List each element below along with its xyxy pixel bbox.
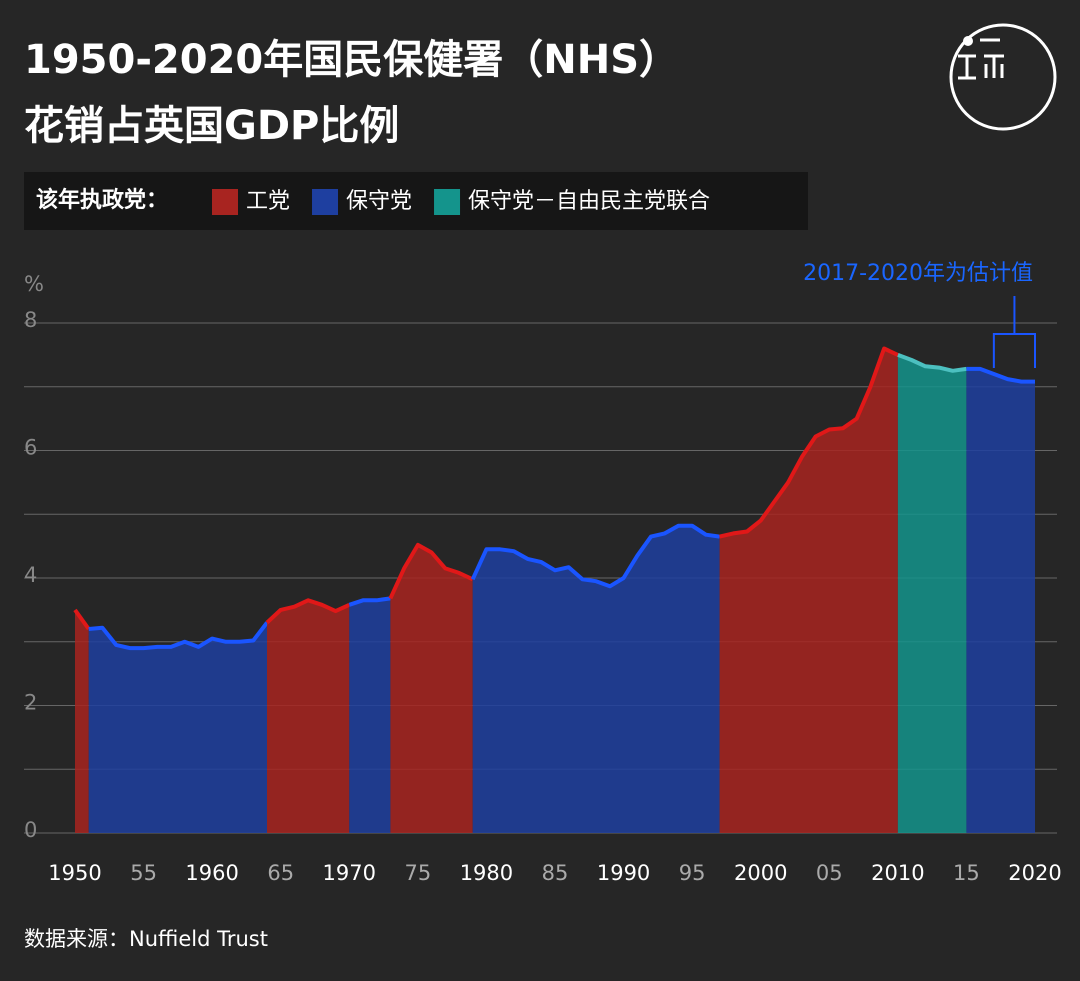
x-tick-label: 95 bbox=[679, 861, 706, 885]
y-tick-label: 6 bbox=[24, 436, 37, 460]
annotation: 2017-2020年为估计值 bbox=[803, 261, 1033, 286]
area bbox=[897, 354, 967, 833]
x-tick-label: 75 bbox=[404, 861, 431, 885]
area bbox=[349, 598, 391, 833]
x-tick-label: 2010 bbox=[871, 861, 924, 885]
line bbox=[348, 596, 391, 607]
legend-title: 该年执政党： bbox=[36, 187, 168, 213]
x-tick-label: 85 bbox=[542, 861, 569, 885]
line bbox=[388, 542, 474, 600]
area bbox=[88, 622, 267, 833]
area bbox=[390, 544, 473, 833]
legend-swatch bbox=[312, 189, 339, 215]
x-tick-label: 1960 bbox=[185, 861, 238, 885]
x-tick-label: 65 bbox=[267, 861, 294, 885]
legend-swatch bbox=[212, 189, 238, 215]
legend-label: 保守党 bbox=[346, 189, 412, 214]
line bbox=[719, 346, 899, 539]
x-tick-label: 55 bbox=[130, 861, 157, 885]
y-tick-label: 4 bbox=[24, 563, 37, 587]
x-tick-label: 1950 bbox=[48, 861, 101, 885]
x-tick-label: 05 bbox=[816, 861, 843, 885]
legend-swatch bbox=[434, 189, 461, 215]
x-tick-label: 1990 bbox=[597, 861, 650, 885]
line bbox=[966, 366, 1035, 384]
annotation-bracket bbox=[992, 296, 1036, 368]
source: 数据来源：Nuffield Trust bbox=[24, 927, 268, 951]
legend-box bbox=[24, 172, 808, 230]
y-unit: % bbox=[24, 272, 44, 296]
x-tick-label: 1970 bbox=[323, 861, 376, 885]
line bbox=[73, 608, 91, 631]
line bbox=[88, 621, 269, 651]
y-tick-label: 0 bbox=[24, 818, 37, 842]
area bbox=[267, 600, 350, 833]
area bbox=[472, 525, 720, 833]
title-line: 1950-2020年国民保健署（NHS） bbox=[24, 37, 679, 83]
y-tick-label: 8 bbox=[24, 308, 37, 332]
x-tick-label: 1980 bbox=[460, 861, 513, 885]
x-tick-label: 15 bbox=[953, 861, 980, 885]
area bbox=[966, 368, 1035, 833]
x-tick-label: 2020 bbox=[1008, 861, 1061, 885]
line bbox=[470, 523, 720, 589]
area bbox=[75, 609, 89, 833]
y-tick-label: 2 bbox=[24, 691, 37, 715]
area bbox=[719, 348, 898, 833]
x-tick-label: 2000 bbox=[734, 861, 787, 885]
legend-label: 工党 bbox=[246, 189, 290, 214]
title-line: 花销占英国GDP比例 bbox=[24, 103, 399, 149]
line bbox=[897, 353, 967, 373]
legend-label: 保守党－自由民主党联合 bbox=[468, 189, 710, 214]
line bbox=[265, 598, 351, 625]
logo bbox=[949, 23, 1057, 131]
